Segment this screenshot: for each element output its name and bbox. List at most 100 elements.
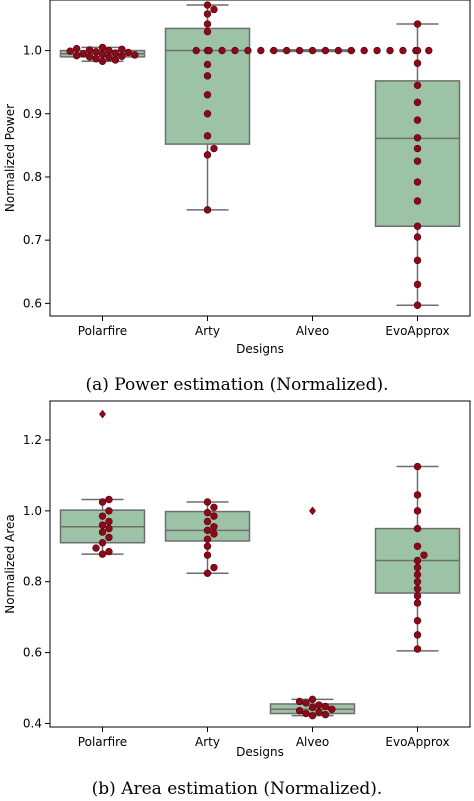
- area-data-point: [98, 550, 107, 558]
- area-data-point: [302, 709, 310, 718]
- power-data-point: [72, 44, 81, 53]
- area-data-point: [413, 570, 422, 579]
- power-data-point: [413, 59, 422, 67]
- power-data-point: [231, 46, 239, 55]
- power-data-point: [360, 46, 368, 55]
- area-data-point: [413, 563, 422, 572]
- area-data-point: [210, 523, 218, 531]
- area-data-point: [210, 530, 218, 538]
- area-data-point: [98, 521, 107, 529]
- power-data-point: [203, 132, 212, 140]
- area-data-point: [203, 535, 212, 543]
- power-data-point: [347, 46, 355, 55]
- power-data-point: [413, 256, 422, 265]
- power-data-point: [124, 48, 133, 57]
- power-data-point: [386, 46, 394, 55]
- area-data-point: [321, 702, 330, 711]
- power-data-point: [413, 178, 422, 186]
- area-data-point: [98, 528, 107, 536]
- area-data-point: [203, 517, 212, 526]
- area-data-point: [105, 547, 113, 556]
- power-x-tick-label: Polarfire: [78, 324, 127, 338]
- power-data-point: [413, 81, 422, 90]
- area-x-tick-label: EvoApprox: [385, 735, 449, 749]
- power-data-point: [85, 46, 94, 54]
- power-data-point: [413, 20, 422, 28]
- power-data-point: [218, 46, 226, 55]
- power-chart: 0.6 0.7 0.8 0.9 1.0 Polarfire Arty Alveo EvoAppr…: [3, 0, 471, 395]
- power-data-point: [118, 45, 126, 53]
- power-x-tick-label: Arty: [195, 324, 220, 338]
- power-data-point: [85, 53, 94, 61]
- area-x-tick-label: Alveo: [296, 735, 329, 749]
- power-data-point: [111, 49, 120, 57]
- power-x-tick-label: Alveo: [296, 324, 329, 338]
- area-y-tick-label: 0.4: [23, 716, 42, 730]
- area-data-point: [413, 524, 422, 533]
- area-data-point: [308, 711, 317, 720]
- area-data-point: [203, 526, 212, 535]
- area-data-point: [413, 631, 422, 639]
- power-data-point: [413, 222, 422, 230]
- power-data-point: [413, 233, 422, 241]
- area-data-point: [105, 533, 113, 542]
- area-data-point: [105, 524, 113, 533]
- area-data-point: [210, 512, 218, 520]
- power-data-point: [413, 301, 422, 309]
- area-y-tick-label: 0.8: [23, 575, 42, 589]
- area-data-point: [295, 697, 304, 706]
- power-data-point: [210, 144, 218, 153]
- power-data-point: [203, 206, 212, 214]
- power-data-point: [373, 46, 381, 55]
- area-data-point: [413, 645, 422, 653]
- area-data-point: [203, 569, 212, 577]
- area-data-point: [98, 512, 107, 520]
- power-caption: (a) Power estimation (Normalized).: [85, 375, 388, 395]
- power-data-point: [72, 51, 81, 60]
- area-data-point: [203, 551, 212, 559]
- area-data-point: [413, 578, 422, 586]
- power-data-point: [118, 52, 126, 60]
- power-data-point: [413, 98, 422, 107]
- power-data-point: [98, 57, 107, 66]
- power-data-point: [282, 46, 291, 55]
- area-outlier-marker: [308, 506, 317, 516]
- area-data-point: [92, 544, 100, 552]
- area-data-point: [413, 507, 422, 515]
- area-x-axis-label: Designs: [236, 745, 284, 759]
- power-data-point: [334, 46, 343, 55]
- power-data-point: [413, 46, 422, 55]
- area-data-point: [413, 462, 422, 471]
- area-y-tick-label: 1.2: [23, 433, 42, 447]
- power-data-point: [98, 43, 107, 52]
- area-y-tick-label: 0.6: [23, 646, 42, 660]
- area-data-point: [98, 498, 107, 506]
- area-data-point: [413, 616, 422, 625]
- area-x-tick-label: Polarfire: [78, 735, 127, 749]
- power-data-point: [203, 27, 212, 36]
- area-x-tick-label: Arty: [195, 735, 220, 749]
- power-data-point: [203, 60, 212, 69]
- power-data-point: [295, 46, 304, 55]
- area-data-point: [420, 551, 428, 559]
- area-y-axis-label: Normalized Area: [3, 514, 17, 613]
- area-data-point: [413, 542, 422, 550]
- area-data-point: [413, 585, 422, 593]
- power-data-point: [105, 46, 113, 55]
- area-data-point: [302, 699, 310, 707]
- area-chart: 0.4 0.6 0.8 1.0 1.2 Polarfire Arty Alveo EvoAppr…: [3, 400, 471, 799]
- power-box: [164, 27, 251, 145]
- area-data-point: [315, 701, 323, 709]
- power-data-point: [203, 10, 212, 18]
- power-data-point: [79, 50, 87, 58]
- power-y-tick-label: 1.0: [23, 44, 42, 58]
- power-data-point: [244, 46, 252, 55]
- area-data-point: [413, 556, 422, 565]
- power-data-point: [203, 72, 212, 80]
- area-data-point: [210, 563, 218, 572]
- area-data-point: [413, 599, 422, 607]
- power-x-axis-label: Designs: [236, 342, 284, 356]
- power-data-point: [92, 48, 100, 56]
- power-data-point: [413, 157, 422, 165]
- power-data-point: [203, 1, 212, 9]
